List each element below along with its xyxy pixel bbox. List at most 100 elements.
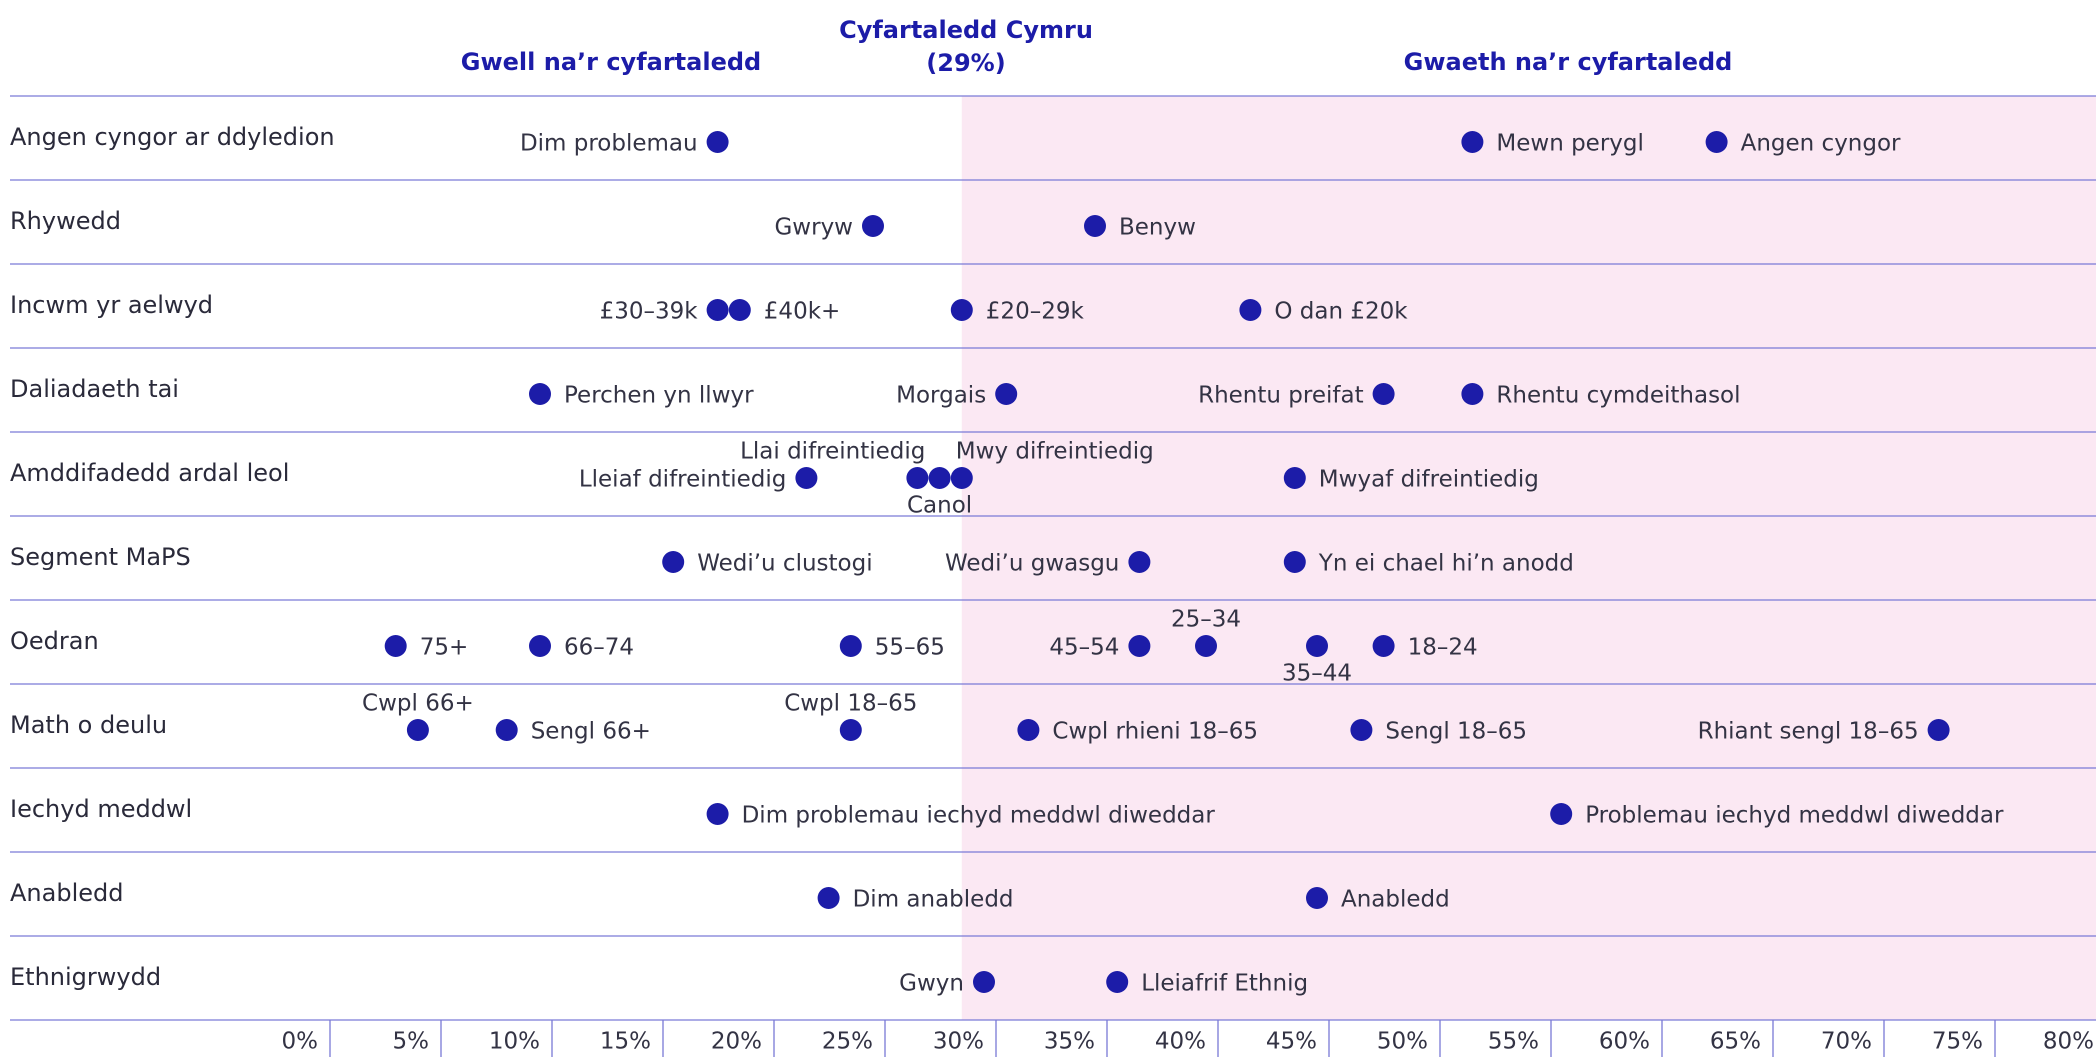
point-label: Cwpl 66+ [362,691,474,717]
dot [1306,635,1328,657]
dot [1283,467,1306,489]
x-tick-label: 10% [489,1029,540,1055]
point-label: Cwpl 18–65 [784,691,917,717]
point-label: Rhentu preifat [1198,383,1364,409]
point-label: Rhiant sengl 18–65 [1698,719,1919,745]
dot [839,635,862,657]
dot [1195,635,1217,657]
row-label: Math o deulu [10,711,167,739]
point-label: 45–54 [1049,635,1119,661]
row-label: Amddifadedd ardal leol [10,459,289,487]
point-label: Benyw [1119,215,1196,241]
dot [1550,803,1573,825]
dot [817,887,840,909]
dot [862,215,884,237]
x-tick-label: 50% [1377,1029,1428,1055]
row-label: Rhywedd [10,207,121,235]
dot [706,299,729,321]
point-label: Dim problemau [520,131,698,157]
point-label: Angen cyngor [1741,131,1901,157]
point-label: Lleiaf difreintiedig [579,467,787,493]
x-tick-label: 15% [600,1029,651,1055]
dot [795,467,818,489]
point-label: 25–34 [1171,607,1241,633]
dot [662,551,685,573]
x-tick-label: 70% [1821,1029,1872,1055]
dot [1372,635,1395,657]
point-label: Morgais [896,383,986,409]
point-label: Problemau iechyd meddwl diweddar [1585,803,2004,829]
dot [495,719,518,741]
row-label: Daliadaeth tai [10,375,179,403]
dot [1128,635,1151,657]
point-label: Mwyaf difreintiedig [1319,467,1539,493]
row-label: Oedran [10,627,99,655]
dot [706,803,729,825]
dot [706,131,729,153]
x-tick-label: 20% [711,1029,762,1055]
point-label: Mwy difreintiedig [956,439,1154,465]
dot [1705,131,1728,153]
x-tick-label: 30% [933,1029,984,1055]
dot [973,971,995,993]
point-label: Wedi’u gwasgu [945,551,1119,577]
point-label: 35–44 [1282,661,1352,687]
dot [1128,551,1151,573]
x-tick-label: 0% [282,1029,319,1055]
point-label: Canol [907,493,972,519]
row-label: Segment MaPS [10,543,191,571]
point-label: Anabledd [1341,887,1450,913]
point-label: £40k+ [764,299,841,325]
dot [728,299,751,321]
x-tick-label: 25% [822,1029,873,1055]
dot [1350,719,1373,741]
point-label: Rhentu cymdeithasol [1496,383,1740,409]
dot [529,383,551,405]
dot [1239,299,1262,321]
dot [928,467,951,489]
average-shade [961,96,2096,1020]
point-label: Yn ei chael hi’n anodd [1318,551,1574,577]
point-label: Mewn perygl [1496,131,1644,157]
point-label: 55–65 [875,635,945,661]
point-label: Lleiafrif Ethnig [1141,971,1308,997]
dot [1084,215,1106,237]
dot [1306,887,1328,909]
dot [950,467,973,489]
dot [1927,719,1950,741]
dot [950,299,973,321]
dot [1461,383,1484,405]
x-tick-label: 65% [1710,1029,1761,1055]
point-label: Gwyn [899,971,964,997]
point-label: Gwryw [774,215,853,241]
row-label: Anabledd [10,879,123,907]
x-tick-label: 45% [1266,1029,1317,1055]
point-label: Dim anabledd [853,887,1014,913]
dot [1017,719,1040,741]
row-label: Incwm yr aelwyd [10,291,213,319]
worse-label: Gwaeth na’r cyfartaledd [1404,48,1733,76]
dot [995,383,1018,405]
point-label: £20–29k [986,299,1085,325]
point-label: Sengl 18–65 [1385,719,1527,745]
dot [839,719,862,741]
point-label: Wedi’u clustogi [697,551,872,577]
row-label: Ethnigrwydd [10,963,161,991]
average-label: Cyfartaledd Cymru [839,16,1093,44]
x-tick-label: 60% [1599,1029,1650,1055]
point-label: Dim problemau iechyd meddwl diweddar [742,803,1216,829]
x-tick-label: 5% [393,1029,430,1055]
dot [406,719,429,741]
point-label: 18–24 [1408,635,1478,661]
point-label: £30–39k [600,299,699,325]
point-label: Cwpl rhieni 18–65 [1052,719,1258,745]
point-label: Llai difreintiedig [740,439,925,465]
point-label: Sengl 66+ [531,719,651,745]
point-label: 75+ [420,635,469,661]
row-label: Iechyd meddwl [10,795,192,823]
better-label: Gwell na’r cyfartaledd [461,48,761,76]
x-tick-label: 35% [1044,1029,1095,1055]
x-tick-label: 40% [1155,1029,1206,1055]
average-value-label: (29%) [926,49,1005,77]
